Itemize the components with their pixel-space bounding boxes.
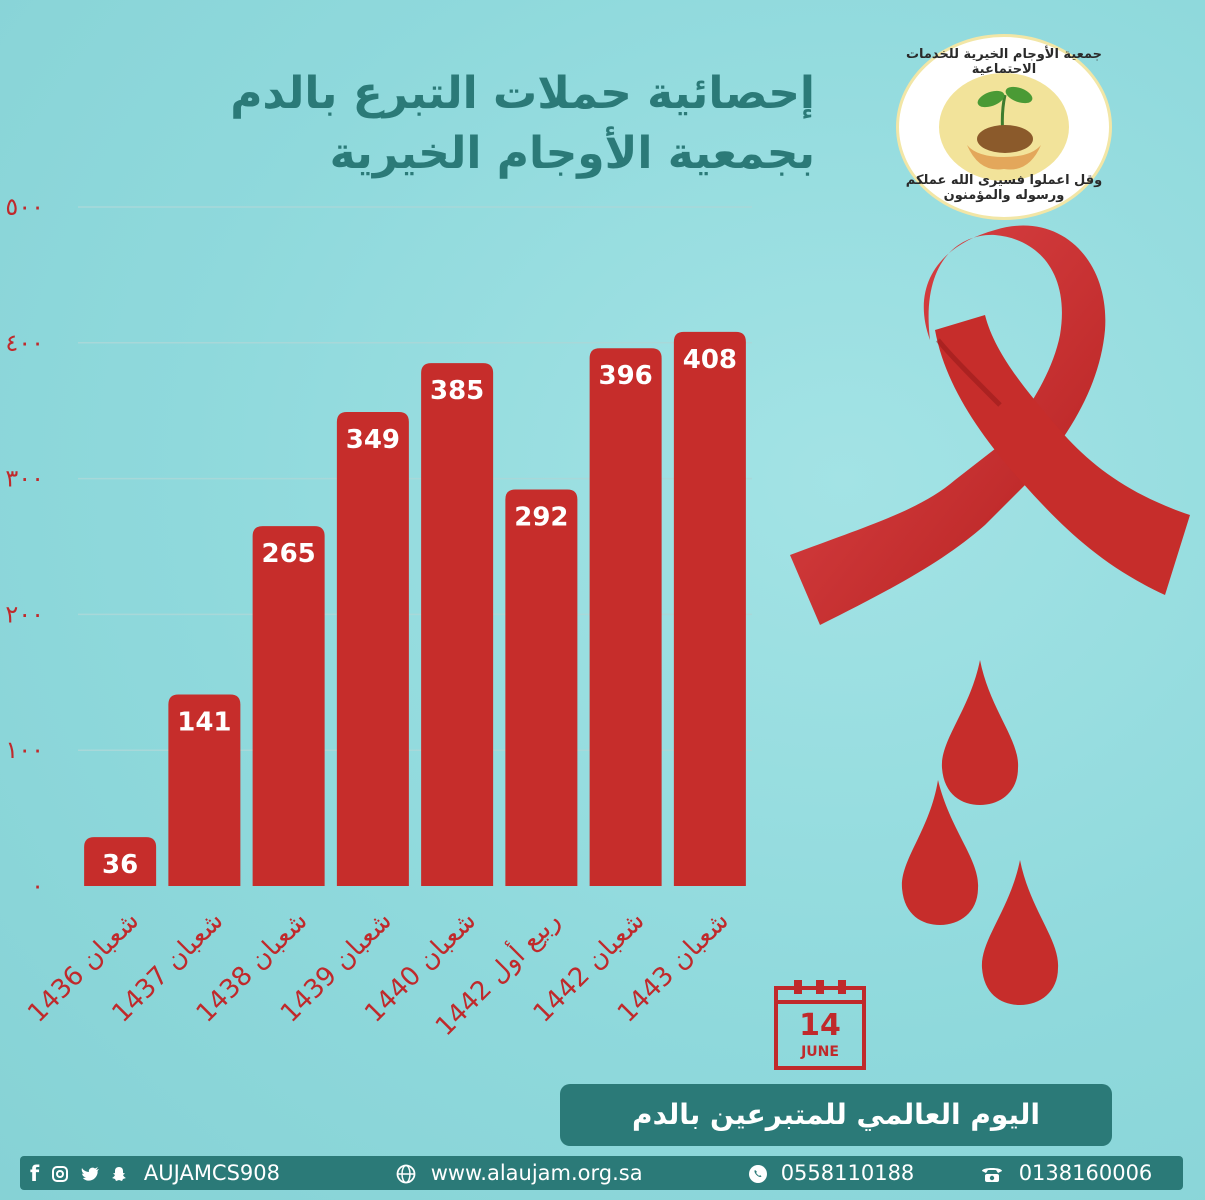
calendar-icon: 14 JUNE [772, 978, 868, 1070]
y-tick-label: ٠ [31, 872, 44, 900]
bar-value-label: 141 [177, 708, 231, 738]
association-logo: جمعية الأوجام الخيرية للخدمات الاجتماعية… [896, 34, 1112, 220]
y-tick-label: ٢٠٠ [5, 600, 44, 628]
globe-icon [396, 1164, 416, 1184]
calendar-day: 14 [799, 1008, 841, 1043]
footer-phone[interactable]: 0138160006 [980, 1156, 1152, 1190]
y-tick-label: ٣٠٠ [5, 465, 44, 493]
social-handle[interactable]: AUJAMCS908 [143, 1161, 281, 1185]
bar [589, 348, 662, 886]
bar-value-label: 265 [261, 539, 315, 569]
y-tick-label: ٥٠٠ [5, 193, 44, 221]
y-tick-label: ١٠٠ [5, 736, 44, 764]
calendar-month: JUNE [801, 1044, 839, 1060]
bar [252, 526, 325, 886]
bar-value-label: 292 [514, 502, 568, 532]
awareness-ribbon-icon [790, 225, 1190, 625]
bar [421, 363, 494, 886]
chart-title-line-1: إحصائية حملات التبرع بالدم [230, 68, 815, 119]
logo-bottom-text: وقل اعملوا فسيرى الله عملكم ورسوله والمؤ… [905, 173, 1103, 203]
footer-whatsapp[interactable]: 0558110188 [748, 1156, 914, 1190]
twitter-icon[interactable] [81, 1166, 99, 1182]
bar [84, 837, 157, 886]
whatsapp-number[interactable]: 0558110188 [780, 1161, 915, 1185]
logo-top-text: جمعية الأوجام الخيرية للخدمات الاجتماعية [905, 47, 1103, 77]
whatsapp-icon [749, 1165, 767, 1183]
footer-social: f AUJAMCS908 [30, 1156, 280, 1190]
blood-drops-icon [901, 660, 1059, 1005]
bar [673, 331, 746, 886]
facebook-icon[interactable]: f [30, 1162, 40, 1186]
footer-bar: f AUJAMCS908 www.alaujam.org.sa 05581101… [20, 1156, 1183, 1190]
telephone-icon [982, 1168, 1002, 1182]
website-url[interactable]: www.alaujam.org.sa [430, 1161, 643, 1185]
bar-value-label: 396 [598, 361, 652, 391]
bar [336, 412, 409, 886]
bar-value-label: 408 [683, 345, 737, 375]
phone-number[interactable]: 0138160006 [1018, 1161, 1153, 1185]
chart-title-line-2: بجمعية الأوجام الخيرية [329, 128, 815, 179]
world-blood-donor-day-banner: اليوم العالمي للمتبرعين بالدم [560, 1084, 1112, 1146]
y-tick-label: ٤٠٠ [5, 329, 44, 357]
footer-website[interactable]: www.alaujam.org.sa [396, 1156, 643, 1190]
bar [505, 489, 578, 886]
bar [168, 694, 241, 886]
logo-emblem [939, 73, 1069, 181]
snapchat-icon[interactable] [111, 1166, 127, 1182]
bar-value-label: 36 [102, 850, 138, 880]
bar-value-label: 349 [346, 425, 400, 455]
instagram-icon[interactable] [51, 1166, 68, 1182]
bar-value-label: 385 [430, 376, 484, 406]
